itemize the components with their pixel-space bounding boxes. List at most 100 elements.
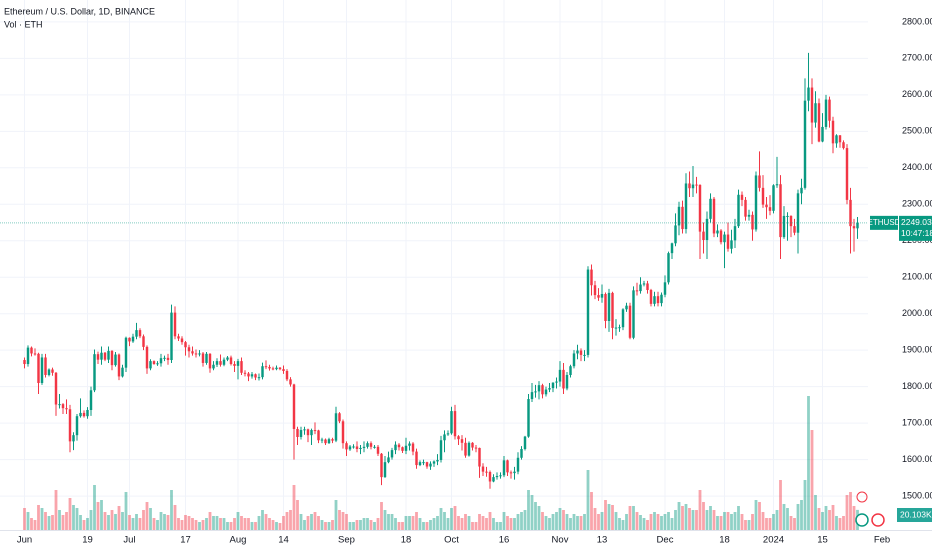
volume-bar [205,518,208,530]
volume-bar [415,512,418,530]
candle-body [128,337,131,342]
volume-bar [520,512,523,530]
volume-bar [527,490,530,530]
volume-bar [772,514,775,530]
candle-body [26,347,30,365]
candle-body [803,100,807,188]
volume-bar [285,512,289,530]
volume-bar [229,522,233,530]
candle-body [408,443,411,446]
candle-body [425,462,429,467]
candle-body [359,447,362,450]
candle-body [233,364,236,366]
candle-body [796,193,800,233]
candle-body [208,353,212,369]
candle-body [170,312,173,361]
candle-body [457,436,460,440]
candle-body [75,416,79,436]
volume-bar [222,518,226,530]
lightning-icon[interactable] [856,491,868,503]
volume-bar [380,502,383,530]
candle-body [40,357,44,384]
candle-body [436,459,439,462]
candle-body [751,214,754,230]
volume-bar [194,520,198,530]
candle-body [250,374,254,377]
candle-body [376,446,380,454]
volume-bar [271,520,275,530]
volume-bar [656,514,660,530]
volume-bar [387,514,390,530]
volume-bar [779,480,782,530]
candle-body [268,366,271,369]
candle-body [765,204,768,208]
volume-bar [439,508,443,530]
candle-body [282,369,285,371]
candle-body [373,446,376,448]
candle-body [516,457,520,472]
candle-body [338,413,341,422]
pane-buttons[interactable] [855,491,885,527]
x-tick-label: Jul [123,535,135,546]
volume-bar [65,512,68,530]
volume-bar [765,518,768,530]
volume-bar [541,512,544,530]
volume-bar [408,516,411,530]
volume-bar [464,514,467,530]
candle-body [744,199,747,217]
candle-body [702,231,705,241]
volume-bar [691,510,695,530]
volume-bar [352,522,355,530]
candle-body [142,336,145,347]
candle-body [579,350,583,355]
event-icon[interactable] [871,513,885,527]
candles [23,52,859,489]
volume-bar [751,514,754,530]
candle-body [467,442,471,456]
volume-bar [649,514,653,530]
volume-bar [191,518,194,530]
volume-bar [495,522,499,530]
candle-body [156,363,159,365]
volume-bar [163,514,166,530]
candle-body [474,447,478,449]
candle-body [453,411,457,437]
volume-bar [502,512,506,530]
candle-body [758,175,761,188]
candle-body [51,369,54,373]
volume-bar [135,514,138,530]
candle-body [478,447,481,467]
volume-bar [72,505,75,530]
candle-body [194,353,198,355]
candle-body [604,293,607,321]
volume-bar [698,490,702,530]
volume-bar [684,504,688,530]
candle-body [569,366,572,375]
volume-bar [236,512,240,530]
volume-bar [422,522,425,530]
y-tick-label: 1700.00 [902,417,932,427]
volume-bar [348,522,352,530]
volume-bar [331,520,334,530]
candle-body [502,460,506,476]
volume-bar [551,514,555,530]
volume-bar [593,508,597,530]
event-icon[interactable] [855,513,869,527]
candle-body [44,357,47,375]
candle-body [754,175,758,230]
candle-body [684,183,688,230]
volume-bar [688,508,691,530]
volume-bar [852,506,856,530]
candle-body [380,453,383,478]
volume-bar [716,516,719,530]
candle-body [810,87,814,123]
volume-bar [436,516,439,530]
volume-bar [600,512,604,530]
volume-bar [131,518,135,530]
volume-bar [565,514,569,530]
volume-bar [292,485,296,530]
volume-bar [177,518,180,530]
volume-bar [618,518,621,530]
